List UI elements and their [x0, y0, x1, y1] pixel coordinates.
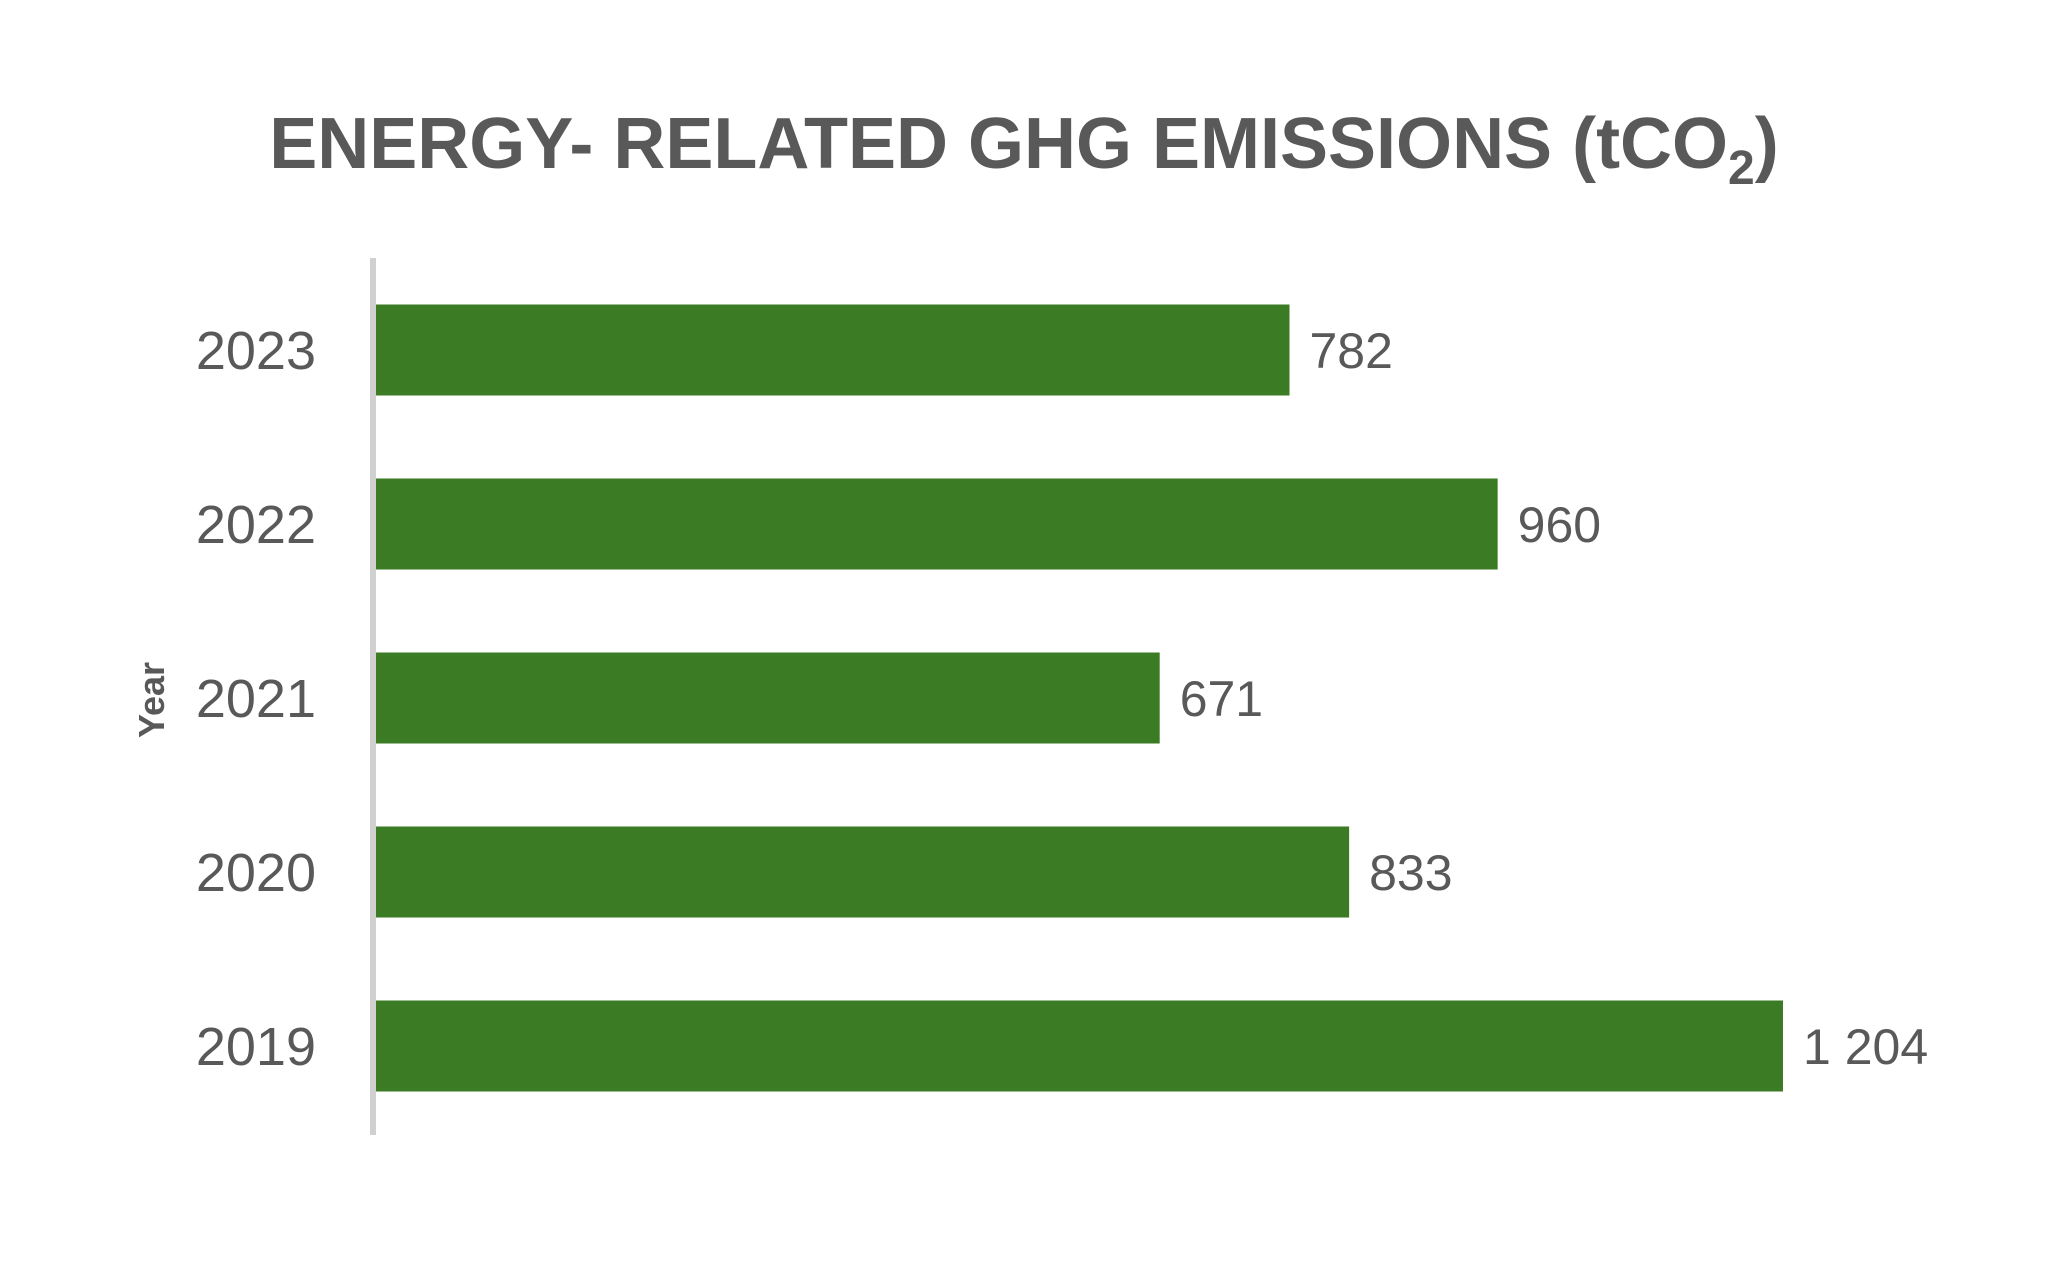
- bar-2021: [375, 652, 1160, 744]
- bar-2023: [375, 304, 1290, 396]
- y-tick-label-2021: 2021: [196, 669, 316, 729]
- y-tick-label-2022: 2022: [196, 495, 316, 555]
- data-label-2023: 782: [1309, 323, 1392, 379]
- chart-title-subscript: 2: [1728, 142, 1755, 195]
- data-label-2019: 1 204: [1803, 1019, 1928, 1075]
- data-label-2020: 833: [1369, 845, 1452, 901]
- y-tick-label-2023: 2023: [196, 321, 316, 381]
- bars-group: [375, 304, 1783, 1092]
- bar-2022: [375, 478, 1498, 570]
- chart-title: ENERGY- RELATED GHG EMISSIONS (tCO2): [269, 104, 1778, 195]
- y-tick-label-2020: 2020: [196, 843, 316, 903]
- data-label-2021: 671: [1180, 671, 1263, 727]
- bar-2019: [375, 1000, 1783, 1092]
- chart-title-close: ): [1755, 104, 1779, 184]
- y-tick-labels: 2023 2022 2021 2020 2019: [196, 321, 316, 1077]
- data-label-2022: 960: [1518, 497, 1601, 553]
- y-tick-label-2019: 2019: [196, 1017, 316, 1077]
- bar-2020: [375, 826, 1350, 918]
- chart-title-main: ENERGY- RELATED GHG EMISSIONS (tCO: [269, 104, 1728, 184]
- y-axis-title: Year: [131, 662, 172, 738]
- data-labels: 782 960 671 833 1 204: [1180, 323, 1928, 1075]
